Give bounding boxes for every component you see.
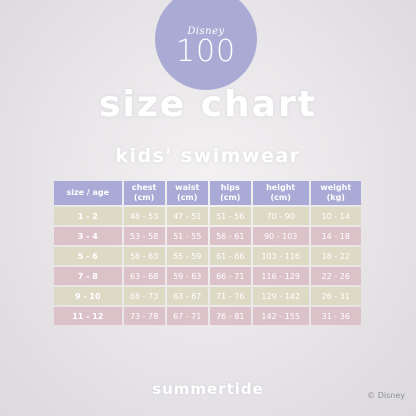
cell-waist: 47 - 51 bbox=[166, 207, 208, 225]
table-row: 7 - 8 63 - 68 59 - 63 66 - 71 116 - 129 22 - … bbox=[54, 267, 361, 285]
cell-chest: 48 - 53 bbox=[123, 207, 165, 225]
anniversary-number: 100 bbox=[175, 33, 237, 69]
disney-100-logo: Disney 100 bbox=[155, 0, 257, 90]
cell-waist: 59 - 63 bbox=[166, 267, 208, 285]
cell-hips: 51 - 56 bbox=[209, 207, 251, 225]
cell-height: 116 - 129 bbox=[252, 267, 309, 285]
disney-wordmark: Disney bbox=[187, 25, 225, 37]
page-subtitle: kids' swimwear bbox=[115, 145, 301, 167]
cell-weight: 31 - 36 bbox=[310, 307, 361, 325]
cell-size-age: 3 - 4 bbox=[54, 227, 122, 245]
table-row: 9 - 10 68 - 73 63 - 67 71 - 76 129 - 142 26 -… bbox=[54, 287, 361, 305]
cell-size-age: 9 - 10 bbox=[54, 287, 122, 305]
table-row: 11 - 12 73 - 78 67 - 71 76 - 81 142 - 155 31 … bbox=[54, 307, 361, 325]
table-row: 1 - 2 48 - 53 47 - 51 51 - 56 70 - 90 10 - 14 bbox=[54, 207, 361, 225]
table-row: 5 - 6 58 - 63 55 - 59 61 - 66 103 - 116 18 - … bbox=[54, 247, 361, 265]
cell-height: 70 - 90 bbox=[252, 207, 309, 225]
col-header-chest: chest (cm) bbox=[123, 181, 165, 205]
cell-chest: 73 - 78 bbox=[123, 307, 165, 325]
cell-chest: 53 - 58 bbox=[123, 227, 165, 245]
cell-weight: 10 - 14 bbox=[310, 207, 361, 225]
size-chart-table: size / age chest (cm) waist (cm) hips (cm) … bbox=[52, 179, 363, 327]
cell-size-age: 7 - 8 bbox=[54, 267, 122, 285]
cell-weight: 18 - 22 bbox=[310, 247, 361, 265]
cell-weight: 14 - 18 bbox=[310, 227, 361, 245]
cell-hips: 71 - 76 bbox=[209, 287, 251, 305]
cell-waist: 55 - 59 bbox=[166, 247, 208, 265]
table-row: 3 - 4 53 - 58 51 - 55 56 - 61 90 - 103 14 - 1… bbox=[54, 227, 361, 245]
col-header-size-age: size / age bbox=[54, 181, 122, 205]
cell-hips: 61 - 66 bbox=[209, 247, 251, 265]
cell-hips: 66 - 71 bbox=[209, 267, 251, 285]
cell-size-age: 1 - 2 bbox=[54, 207, 122, 225]
cell-waist: 63 - 67 bbox=[166, 287, 208, 305]
cell-hips: 76 - 81 bbox=[209, 307, 251, 325]
cell-hips: 56 - 61 bbox=[209, 227, 251, 245]
cell-height: 90 - 103 bbox=[252, 227, 309, 245]
cell-chest: 68 - 73 bbox=[123, 287, 165, 305]
cell-height: 129 - 142 bbox=[252, 287, 309, 305]
copyright-notice: © Disney bbox=[367, 391, 405, 400]
table-header-row: size / age chest (cm) waist (cm) hips (cm) … bbox=[54, 181, 361, 205]
col-header-hips: hips (cm) bbox=[209, 181, 251, 205]
cell-weight: 22 - 26 bbox=[310, 267, 361, 285]
col-header-waist: waist (cm) bbox=[166, 181, 208, 205]
col-header-height: height (cm) bbox=[252, 181, 309, 205]
cell-weight: 26 - 31 bbox=[310, 287, 361, 305]
cell-height: 142 - 155 bbox=[252, 307, 309, 325]
col-header-weight: weight (kg) bbox=[310, 181, 361, 205]
cell-waist: 51 - 55 bbox=[166, 227, 208, 245]
cell-size-age: 11 - 12 bbox=[54, 307, 122, 325]
page-title: size chart bbox=[99, 84, 317, 125]
cell-size-age: 5 - 6 bbox=[54, 247, 122, 265]
brand-logo: summertide bbox=[152, 380, 264, 398]
cell-waist: 67 - 71 bbox=[166, 307, 208, 325]
cell-height: 103 - 116 bbox=[252, 247, 309, 265]
cell-chest: 63 - 68 bbox=[123, 267, 165, 285]
cell-chest: 58 - 63 bbox=[123, 247, 165, 265]
